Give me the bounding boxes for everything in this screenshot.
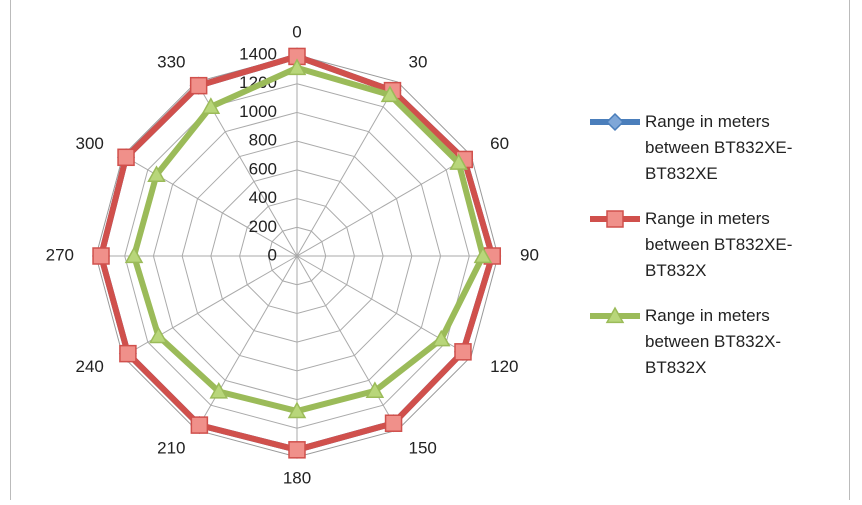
marker [190,416,209,434]
category-label: 210 [157,439,185,458]
marker [119,344,137,363]
category-label: 0 [292,22,301,41]
category-label: 330 [157,52,185,71]
category-label: 180 [283,468,311,487]
category-label: 240 [76,357,104,376]
legend-label: Range in meters between BT832XE-BT832X [645,209,793,280]
category-label: 120 [490,357,518,376]
marker [287,58,307,76]
radial-tick-label: 1000 [239,102,277,121]
legend-marker [605,306,625,324]
category-label: 270 [46,245,74,264]
category-label: 300 [76,134,104,153]
marker [189,76,208,95]
radial-tick-label: 800 [249,131,277,150]
category-label: 150 [409,439,437,458]
radial-tick-label: 600 [249,159,277,178]
marker [149,326,168,344]
marker [473,246,493,264]
radial-tick-label: 0 [268,245,277,264]
radial-tick-label: 1400 [239,44,277,63]
marker [365,381,385,399]
legend-marker [606,210,624,228]
marker [209,381,229,399]
legend-marker [605,112,625,132]
marker [287,401,307,419]
radial-tick-label: 400 [249,188,277,207]
category-label: 90 [520,245,539,264]
marker [147,165,166,183]
legend-label: Range in meters between BT832XE-BT832XE [645,112,793,183]
marker [124,246,144,264]
marker [454,343,472,361]
marker [380,85,400,103]
marker [431,329,451,347]
marker [92,247,110,265]
marker [117,148,135,167]
category-label: 30 [409,52,428,71]
category-label: 60 [490,134,509,153]
marker [201,97,221,114]
marker [384,414,403,432]
chart-frame [10,0,850,500]
radial-tick-label: 200 [249,217,277,236]
legend-label: Range in meters between BT832X-BT832X [645,306,782,377]
spoke [196,255,298,431]
spoke [122,155,298,257]
marker [449,153,468,170]
spoke [296,81,398,257]
spoke [296,255,398,431]
spoke [296,155,472,257]
marker [288,441,306,459]
